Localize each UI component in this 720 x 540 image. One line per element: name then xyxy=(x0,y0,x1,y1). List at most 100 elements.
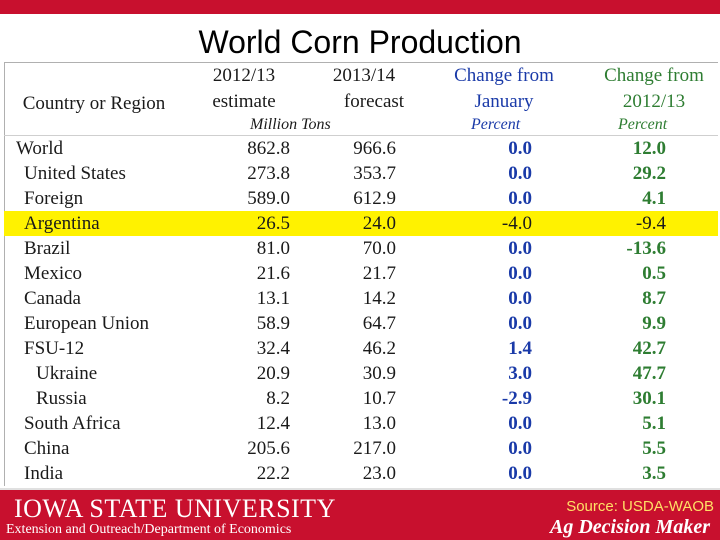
row-forecast: 64.7 xyxy=(362,313,396,334)
row-estimate: 32.4 xyxy=(256,338,290,359)
header-change-prev-line2: 2012/13 xyxy=(622,91,686,112)
row-change-jan: 0.0 xyxy=(508,463,532,484)
row-name: FSU-12 xyxy=(24,338,85,359)
header-estimate-label: estimate xyxy=(212,91,276,112)
row-forecast: 612.9 xyxy=(353,188,396,209)
unit-million-tons: Million Tons xyxy=(250,116,331,133)
row-change-prev: 3.5 xyxy=(642,463,666,484)
header-estimate-year: 2012/13 xyxy=(212,65,276,86)
row-change-jan: 0.0 xyxy=(508,138,532,159)
row-forecast: 21.7 xyxy=(362,263,396,284)
table-row: European Union 58.9 64.7 0.0 9.9 xyxy=(4,311,718,336)
row-forecast: 217.0 xyxy=(353,438,396,459)
footer-bar xyxy=(0,490,720,540)
row-forecast: 10.7 xyxy=(362,388,396,409)
row-change-prev: 4.1 xyxy=(642,188,666,209)
table-row: Ukraine 20.9 30.9 3.0 47.7 xyxy=(4,361,718,386)
header-divider xyxy=(4,135,718,136)
header-change-jan-line2: January xyxy=(474,91,534,112)
header-country: Country or Region xyxy=(22,93,166,114)
row-estimate: 273.8 xyxy=(247,163,290,184)
row-change-prev: 8.7 xyxy=(642,288,666,309)
row-change-prev: 9.9 xyxy=(642,313,666,334)
iowa-state-logo: IOWA STATE UNIVERSITY xyxy=(14,494,336,523)
row-name: Russia xyxy=(36,388,87,409)
table-row: India 22.2 23.0 0.0 3.5 xyxy=(4,461,718,486)
row-forecast: 14.2 xyxy=(362,288,396,309)
row-change-jan: 3.0 xyxy=(508,363,532,384)
row-name: China xyxy=(24,438,70,459)
row-name: Brazil xyxy=(24,238,71,259)
row-estimate: 13.1 xyxy=(256,288,290,309)
row-estimate: 862.8 xyxy=(247,138,290,159)
row-estimate: 8.2 xyxy=(266,388,290,409)
row-estimate: 20.9 xyxy=(256,363,290,384)
row-change-jan: 1.4 xyxy=(508,338,532,359)
top-accent-bar xyxy=(0,0,720,14)
table-row: FSU-12 32.4 46.2 1.4 42.7 xyxy=(4,336,718,361)
row-change-prev: 30.1 xyxy=(632,388,666,409)
row-estimate: 12.4 xyxy=(256,413,290,434)
header-forecast-label: forecast xyxy=(343,91,405,112)
row-estimate: 26.5 xyxy=(256,213,290,234)
production-table: Country or Region 2012/13 estimate 2013/… xyxy=(4,62,718,486)
row-change-prev: -13.6 xyxy=(626,238,666,259)
row-name: Ukraine xyxy=(36,363,98,384)
row-change-jan: 0.0 xyxy=(508,238,532,259)
row-forecast: 70.0 xyxy=(362,238,396,259)
row-change-jan: 0.0 xyxy=(508,413,532,434)
header-forecast-year: 2013/14 xyxy=(332,65,396,86)
header-change-prev-line1: Change from xyxy=(604,65,704,86)
row-change-jan: 0.0 xyxy=(508,288,532,309)
table-row: Russia 8.2 10.7 -2.9 30.1 xyxy=(4,386,718,411)
row-forecast: 966.6 xyxy=(353,138,396,159)
row-change-prev: 5.5 xyxy=(642,438,666,459)
row-estimate: 81.0 xyxy=(256,238,290,259)
table-row-highlighted: Argentina 26.5 24.0 -4.0 -9.4 xyxy=(4,211,718,236)
row-forecast: 30.9 xyxy=(362,363,396,384)
row-name: South Africa xyxy=(24,413,121,434)
row-estimate: 58.9 xyxy=(256,313,290,334)
row-estimate: 589.0 xyxy=(247,188,290,209)
table-row: World 862.8 966.6 0.0 12.0 xyxy=(4,136,718,161)
row-estimate: 21.6 xyxy=(256,263,290,284)
row-estimate: 205.6 xyxy=(247,438,290,459)
table-row: South Africa 12.4 13.0 0.0 5.1 xyxy=(4,411,718,436)
row-change-prev: -9.4 xyxy=(635,213,666,234)
row-change-prev: 0.5 xyxy=(642,263,666,284)
row-name: European Union xyxy=(24,313,150,334)
footer-divider xyxy=(0,488,720,490)
unit-percent-change-jan: Percent xyxy=(471,116,521,133)
table-row: United States 273.8 353.7 0.0 29.2 xyxy=(4,161,718,186)
table-row: Canada 13.1 14.2 0.0 8.7 xyxy=(4,286,718,311)
table-row: China 205.6 217.0 0.0 5.5 xyxy=(4,436,718,461)
unit-percent-change-prev: Percent xyxy=(618,116,668,133)
row-change-jan: -2.9 xyxy=(501,388,532,409)
table-row: Brazil 81.0 70.0 0.0 -13.6 xyxy=(4,236,718,261)
row-change-prev: 12.0 xyxy=(632,138,666,159)
row-change-prev: 29.2 xyxy=(632,163,666,184)
row-forecast: 46.2 xyxy=(362,338,396,359)
row-name: Mexico xyxy=(24,263,83,284)
row-forecast: 13.0 xyxy=(362,413,396,434)
header-change-jan-line1: Change from xyxy=(454,65,554,86)
row-change-jan: -4.0 xyxy=(501,213,532,234)
row-forecast: 24.0 xyxy=(362,213,396,234)
row-change-jan: 0.0 xyxy=(508,438,532,459)
row-name: United States xyxy=(24,163,126,184)
table-row: Foreign 589.0 612.9 0.0 4.1 xyxy=(4,186,718,211)
row-change-prev: 47.7 xyxy=(632,363,666,384)
slide-title: World Corn Production xyxy=(198,24,522,60)
table-top-border xyxy=(4,62,718,63)
row-name: Argentina xyxy=(24,213,100,234)
row-change-prev: 5.1 xyxy=(642,413,666,434)
table-left-border xyxy=(4,62,5,486)
source-note: Source: USDA-WAOB xyxy=(566,498,714,515)
row-change-jan: 0.0 xyxy=(508,188,532,209)
row-change-jan: 0.0 xyxy=(508,313,532,334)
row-name: India xyxy=(24,463,64,484)
row-estimate: 22.2 xyxy=(256,463,290,484)
row-change-prev: 42.7 xyxy=(632,338,666,359)
row-change-jan: 0.0 xyxy=(508,163,532,184)
row-name: World xyxy=(16,138,64,159)
